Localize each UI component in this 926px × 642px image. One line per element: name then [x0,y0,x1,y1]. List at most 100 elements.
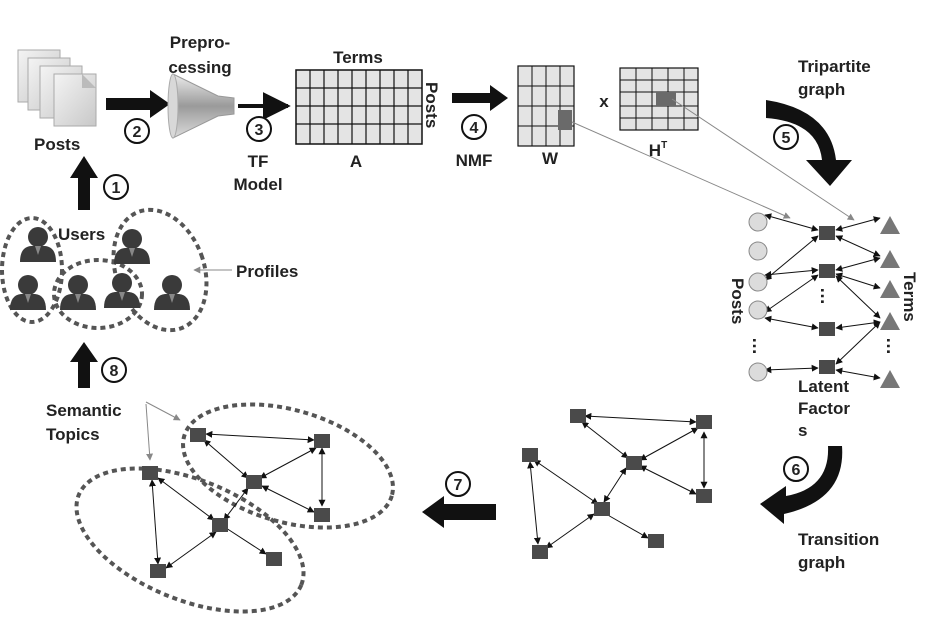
post-node [748,212,768,232]
semantic-label-1: Semantic [46,401,122,420]
step-4-number: 4 [470,120,479,137]
times-label: x [599,92,609,111]
matrix-w [517,65,575,147]
semantic-label-2: Topics [46,425,100,444]
matrix-a [295,69,423,145]
matrix-h-label: HT [649,140,667,160]
step-7-number: 7 [454,477,463,494]
latent-label-3: s [798,421,807,440]
post-ellipsis: … [749,337,769,355]
post-nodes [748,212,768,382]
topic-node [314,508,330,522]
topic-node [266,552,282,566]
profiles-label: Profiles [236,262,298,281]
step-7-badge [445,471,471,497]
latent-node [819,322,835,336]
terms-label: Terms [333,48,383,67]
topic-node [246,475,262,489]
profile-ellipse-2 [52,258,144,330]
term-node [880,280,900,298]
step-5-number: 5 [782,130,791,147]
latent-ellipsis: … [817,287,837,305]
step-1-number: 1 [112,180,121,197]
transition-node [696,489,712,503]
step-1-arrow [70,156,98,210]
nmf-label: NMF [456,151,493,170]
topic-node [142,466,158,480]
topic-node [190,428,206,442]
users-label: Users [58,225,105,244]
transition-label-2: graph [798,553,845,572]
step-3-badge [246,116,272,142]
latent-node [819,226,835,240]
transition-node [532,545,548,559]
step-4-arrow [452,85,508,111]
transition-node [522,448,538,462]
latent-node [819,360,835,374]
post-node [748,300,768,320]
tripartite-label-2: graph [798,80,845,99]
graph-posts-label: Posts [728,278,747,324]
step-8-number: 8 [110,363,119,380]
semantic-pointer-1 [145,401,181,421]
term-node [880,216,900,234]
semantic-topics-graph [74,402,395,614]
term-node [880,250,900,268]
step-3-number: 3 [255,122,264,139]
h-pointer-line [671,98,855,221]
tf-label-2: Model [233,175,282,194]
user-avatar-icon [10,275,46,310]
step-8-arrow [70,342,98,388]
transition-node [626,456,642,470]
topic-node [212,518,228,532]
term-node [880,312,900,330]
step-1-badge [103,174,129,200]
topic-node [150,564,166,578]
posts-label: Posts [34,135,80,154]
document-stack-icon [17,49,97,127]
user-avatar-icon [20,227,56,262]
matrix-ht [619,67,699,131]
step-6-arrow [760,446,843,524]
latent-node [819,264,835,278]
latent-factor-nodes [819,226,835,374]
tripartite-label-1: Tripartite [798,57,871,76]
transition-node [696,415,712,429]
term-nodes [880,216,900,388]
semantic-pointer-2 [145,403,154,461]
posts-vertical-label: Posts [422,82,441,128]
transition-node [648,534,664,548]
step-5-badge [773,124,799,150]
graph-terms-label: Terms [900,272,919,322]
preprocessing-label-1: Prepro- [170,33,230,52]
step-6-badge [783,456,809,482]
topic-ellipse-1 [181,402,395,530]
latent-label-2: Factor [798,399,850,418]
matrix-a-label: A [350,152,362,171]
matrix-w-label: W [542,149,559,168]
w-pointer-line [571,121,791,219]
preprocessing-label-2: cessing [168,58,231,77]
transition-node [570,409,586,423]
term-ellipsis: … [883,337,903,355]
transition-graph [522,409,712,559]
transition-node [594,502,610,516]
profile-ellipse-1 [0,216,64,324]
profile-ellipse-3 [111,207,209,333]
tf-label-1: TF [248,152,269,171]
step-6-number: 6 [792,462,801,479]
step-2-badge [124,118,150,144]
transition-label-1: Transition [798,530,879,549]
topic-node [314,434,330,448]
user-avatar-icon [154,275,190,310]
step-2-number: 2 [133,124,142,141]
user-avatar-icon [60,275,96,310]
post-node [748,241,768,261]
post-node [748,272,768,292]
step-7-arrow [422,496,496,528]
term-node [880,370,900,388]
tripartite-graph [748,212,900,388]
step-8-badge [101,357,127,383]
step-4-badge [461,114,487,140]
